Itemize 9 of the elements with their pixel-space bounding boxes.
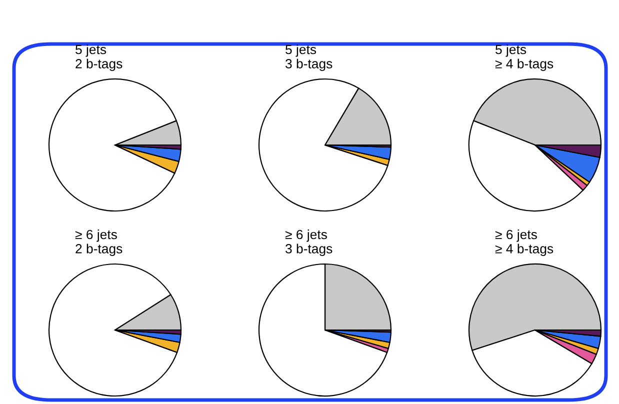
pie-slice (48, 263, 178, 397)
chart-title: ≥ 6 jets 3 b-tags (285, 229, 332, 256)
chart-title: 5 jets ≥ 4 b-tags (495, 44, 554, 71)
chart-title: 5 jets 2 b-tags (76, 44, 122, 71)
chart-title: ≥ 6 jets ≥ 4 b-tags (495, 229, 554, 256)
chart-title: ≥ 6 jets 2 b-tags (75, 229, 122, 256)
pie-slice (258, 78, 388, 212)
pie-slice (258, 263, 388, 397)
chart-title: 5 jets 3 b-tags (286, 44, 332, 71)
